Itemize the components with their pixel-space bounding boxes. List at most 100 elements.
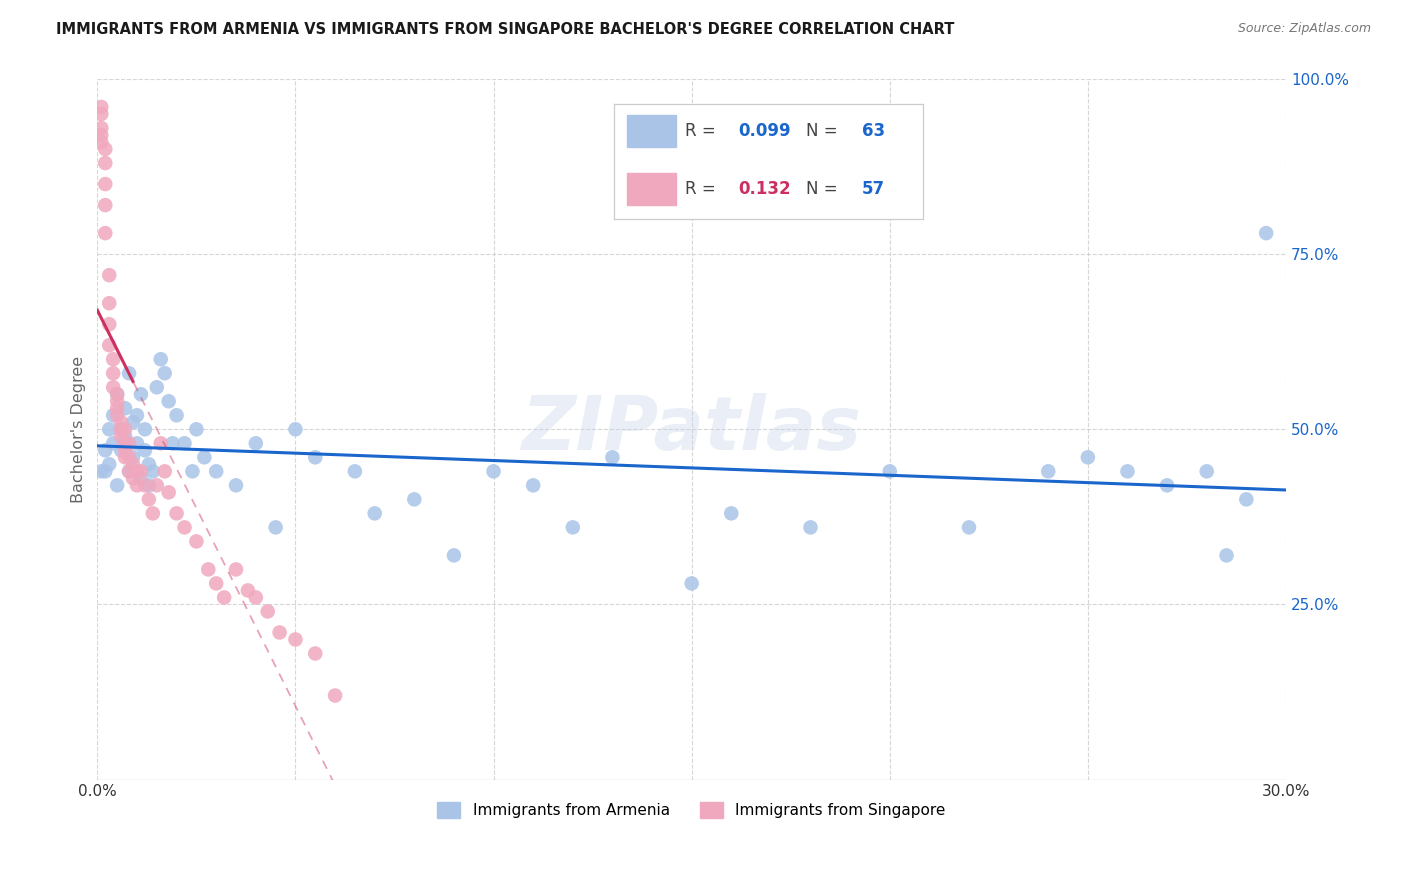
Point xyxy=(138,492,160,507)
Point xyxy=(256,604,278,618)
Point xyxy=(105,387,128,401)
Point xyxy=(118,450,141,465)
Point xyxy=(118,366,141,380)
Point xyxy=(1077,450,1099,465)
Point xyxy=(98,317,121,331)
Point xyxy=(105,387,128,401)
Point xyxy=(264,520,287,534)
Point xyxy=(110,443,132,458)
Point xyxy=(212,591,235,605)
Point xyxy=(1234,492,1257,507)
Point xyxy=(98,458,121,472)
Point xyxy=(157,485,180,500)
Point xyxy=(284,632,307,647)
Point xyxy=(304,450,326,465)
Point xyxy=(162,436,184,450)
Point xyxy=(103,352,125,367)
Point xyxy=(205,576,228,591)
Point xyxy=(153,464,176,478)
Point xyxy=(103,409,125,423)
Point xyxy=(114,401,136,416)
Point xyxy=(363,507,385,521)
Point xyxy=(157,394,180,409)
Point xyxy=(90,100,112,114)
Point xyxy=(134,478,156,492)
Point xyxy=(110,422,132,436)
Point xyxy=(90,135,112,149)
Point xyxy=(146,380,169,394)
Point xyxy=(236,583,259,598)
Point xyxy=(173,520,195,534)
Point xyxy=(105,409,128,423)
Point xyxy=(90,121,112,136)
Point xyxy=(1116,464,1139,478)
Point xyxy=(1256,226,1278,240)
Point xyxy=(149,436,172,450)
Point xyxy=(482,464,505,478)
Point xyxy=(343,464,366,478)
Point xyxy=(94,464,117,478)
Point xyxy=(799,520,821,534)
Point xyxy=(114,429,136,443)
Point xyxy=(98,268,121,282)
Point xyxy=(103,380,125,394)
Point xyxy=(181,464,204,478)
Point xyxy=(94,156,117,170)
Point xyxy=(90,107,112,121)
Point xyxy=(522,478,544,492)
Y-axis label: Bachelor's Degree: Bachelor's Degree xyxy=(72,356,86,503)
Point xyxy=(118,464,141,478)
Point xyxy=(129,471,152,485)
Point xyxy=(114,436,136,450)
Point xyxy=(94,226,117,240)
Point xyxy=(193,450,215,465)
Point xyxy=(94,177,117,191)
Point xyxy=(114,443,136,458)
Point xyxy=(1156,478,1178,492)
Point xyxy=(129,464,152,478)
Point xyxy=(110,415,132,429)
Text: IMMIGRANTS FROM ARMENIA VS IMMIGRANTS FROM SINGAPORE BACHELOR'S DEGREE CORRELATI: IMMIGRANTS FROM ARMENIA VS IMMIGRANTS FR… xyxy=(56,22,955,37)
Point xyxy=(153,366,176,380)
Point xyxy=(94,443,117,458)
Point xyxy=(957,520,980,534)
Point xyxy=(118,464,141,478)
Point xyxy=(129,387,152,401)
Point xyxy=(122,450,145,465)
Point xyxy=(681,576,703,591)
Point xyxy=(146,478,169,492)
Point xyxy=(304,647,326,661)
Point xyxy=(110,429,132,443)
Point xyxy=(173,436,195,450)
Point xyxy=(166,409,188,423)
Point xyxy=(225,562,247,576)
Point xyxy=(197,562,219,576)
Point xyxy=(1038,464,1060,478)
Point xyxy=(105,394,128,409)
Point xyxy=(94,142,117,156)
Point xyxy=(110,422,132,436)
Point xyxy=(114,422,136,436)
Point xyxy=(134,443,156,458)
Point xyxy=(90,464,112,478)
Point xyxy=(103,436,125,450)
Point xyxy=(443,549,465,563)
Point xyxy=(561,520,583,534)
Point xyxy=(225,478,247,492)
Point xyxy=(122,415,145,429)
Point xyxy=(122,471,145,485)
Point xyxy=(205,464,228,478)
Point xyxy=(284,422,307,436)
Point xyxy=(879,464,901,478)
Text: ZIPatlas: ZIPatlas xyxy=(522,392,862,466)
Point xyxy=(142,507,165,521)
Point xyxy=(125,436,148,450)
Point xyxy=(1215,549,1237,563)
Point xyxy=(125,409,148,423)
Point xyxy=(98,338,121,352)
Point xyxy=(103,366,125,380)
Point xyxy=(138,458,160,472)
Point xyxy=(122,458,145,472)
Point xyxy=(98,296,121,310)
Legend: Immigrants from Armenia, Immigrants from Singapore: Immigrants from Armenia, Immigrants from… xyxy=(432,797,952,824)
